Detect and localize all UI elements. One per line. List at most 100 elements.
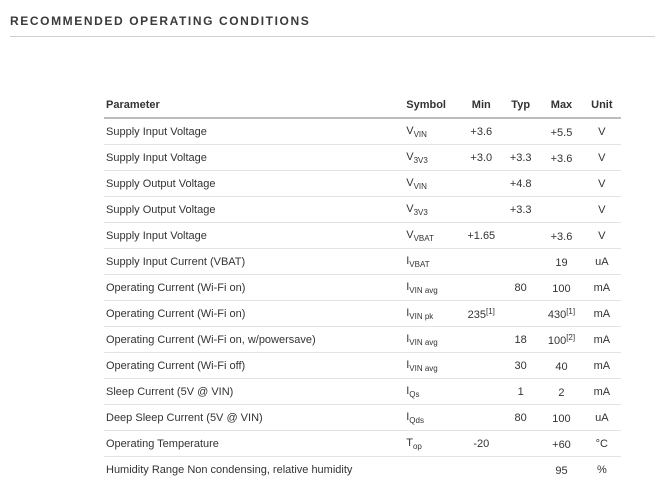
cell-min (461, 170, 502, 197)
symbol-subscript: VIN pk (409, 311, 434, 321)
max-value: +5.5 (550, 126, 573, 139)
symbol-base: V (406, 150, 414, 163)
operating-conditions-table: Parameter Symbol Min Typ Max Unit Supply… (104, 92, 621, 482)
cell-symbol: IVIN avg (404, 352, 462, 379)
cell-min (461, 457, 501, 483)
cell-max: 100 (540, 274, 583, 301)
table-row: Supply Input Voltage VVBAT +1.65 +3.6 V (104, 222, 621, 249)
symbol-subscript: Qs (409, 389, 420, 399)
cell-typ: +3.3 (501, 196, 541, 223)
cell-parameter: Supply Input Voltage (104, 118, 405, 145)
header-typ: Typ (501, 92, 541, 119)
header-symbol: Symbol (404, 92, 462, 119)
symbol-subscript: VBAT (409, 259, 430, 269)
cell-min: +3.0 (461, 144, 502, 171)
header-min: Min (461, 92, 502, 119)
cell-typ: 1 (501, 378, 541, 405)
cell-typ (501, 457, 540, 483)
max-footnote: [1] (566, 306, 576, 316)
symbol-subscript: 3V3 (413, 155, 428, 165)
max-value: 95 (555, 464, 568, 477)
cell-unit: °C (582, 430, 621, 457)
cell-unit: mA (582, 378, 621, 405)
cell-unit: mA (582, 352, 621, 379)
cell-parameter: Operating Temperature (104, 430, 405, 457)
max-value: 2 (558, 386, 565, 399)
table-row: Operating Current (Wi-Fi on, w/powersave… (104, 326, 621, 353)
table-row: Operating Current (Wi-Fi on) IVIN pk 235… (104, 300, 621, 327)
table-row: Sleep Current (5V @ VIN) IQs 1 2 mA (104, 378, 621, 405)
cell-symbol: VVIN (404, 118, 462, 145)
table-header-row: Parameter Symbol Min Typ Max Unit (104, 92, 621, 119)
header-unit: Unit (582, 92, 621, 119)
section-title: RECOMMENDED OPERATING CONDITIONS (10, 14, 311, 28)
cell-max (540, 170, 583, 197)
cell-unit: V (582, 144, 621, 171)
cell-symbol: IVIN pk (404, 300, 462, 327)
cell-symbol: Top (404, 430, 462, 457)
cell-min: +1.65 (461, 222, 502, 249)
cell-typ: 80 (501, 274, 541, 301)
cell-symbol: V3V3 (404, 196, 462, 223)
cell-max: 100[2] (540, 326, 583, 353)
symbol-subscript: VIN (413, 181, 427, 191)
table-row: Deep Sleep Current (5V @ VIN) IQds 80 10… (104, 404, 621, 431)
cell-symbol (404, 457, 461, 483)
symbol-subscript: VBAT (413, 233, 434, 243)
cell-parameter: Supply Output Voltage (104, 170, 405, 197)
min-footnote: [1] (485, 306, 495, 316)
cell-unit: % (596, 463, 607, 476)
symbol-subscript: Qds (409, 415, 424, 425)
symbol-subscript: 3V3 (413, 207, 428, 217)
header-parameter: Parameter (104, 92, 405, 119)
max-value: 100 (552, 282, 571, 295)
max-value: 19 (555, 256, 568, 269)
cell-symbol: VVIN (404, 170, 462, 197)
symbol-base: V (406, 228, 414, 241)
table-row: Supply Input Voltage VVIN +3.6 +5.5 V (104, 118, 621, 145)
cell-parameter: Operating Current (Wi-Fi on, w/powersave… (104, 326, 405, 353)
cell-parameter: Supply Output Voltage (104, 196, 405, 223)
cell-symbol: IVBAT (404, 248, 462, 275)
cell-max (540, 196, 583, 223)
cell-min (461, 248, 502, 275)
table-row: Operating Current (Wi-Fi on) IVIN avg 80… (104, 274, 621, 301)
cell-min (461, 326, 502, 353)
cell-min: 235[1] (461, 300, 502, 327)
cell-max: 19 (540, 248, 583, 275)
cell-typ (501, 222, 541, 249)
cell-max: 430[1] (540, 300, 583, 327)
cell-max: +3.6 (540, 144, 583, 171)
cell-typ: 18 (501, 326, 541, 353)
cell-unit: V (582, 222, 621, 249)
cell-max: 95 (540, 457, 582, 483)
symbol-subscript: VIN avg (409, 363, 438, 373)
symbol-base: I (406, 254, 410, 267)
cell-parameter: Sleep Current (5V @ VIN) (104, 378, 405, 405)
symbol-subscript: VIN (413, 129, 427, 139)
cell-unit: uA (582, 404, 621, 431)
cell-typ: +4.8 (501, 170, 541, 197)
symbol-base: V (406, 176, 414, 189)
cell-parameter: Humidity Range Non condensing, relative … (106, 463, 353, 476)
cell-min (461, 274, 502, 301)
cell-max: 2 (540, 378, 583, 405)
table-row: Supply Input Current (VBAT) IVBAT 19 uA (104, 248, 621, 275)
max-value: 430 (547, 308, 567, 321)
symbol-base: I (406, 410, 410, 423)
symbol-base: V (406, 202, 414, 215)
max-footnote: [2] (566, 332, 576, 342)
table-row: Supply Input Voltage V3V3 +3.0 +3.3 +3.6… (104, 144, 621, 171)
cell-symbol: IQs (404, 378, 462, 405)
cell-typ: 30 (501, 352, 541, 379)
cell-unit: mA (582, 300, 621, 327)
section-divider (10, 36, 655, 37)
symbol-base: I (406, 306, 410, 319)
cell-parameter: Deep Sleep Current (5V @ VIN) (104, 404, 405, 431)
cell-symbol: IVIN avg (404, 326, 462, 353)
cell-typ (501, 118, 541, 145)
cell-typ (501, 430, 541, 457)
cell-parameter: Operating Current (Wi-Fi off) (104, 352, 405, 379)
cell-max: +5.5 (540, 118, 583, 145)
symbol-subscript: op (412, 441, 422, 451)
